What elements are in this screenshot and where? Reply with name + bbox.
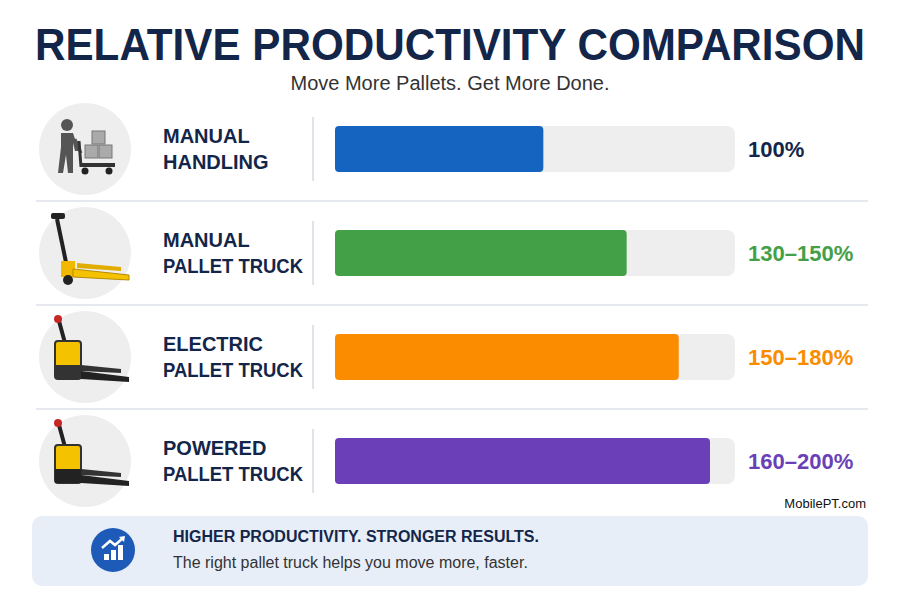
category-label-line: PALLET TRUCK	[163, 463, 304, 485]
category-label: POWERED PALLET TRUCK	[163, 437, 304, 485]
icon-background	[39, 103, 131, 195]
plot-frame	[335, 334, 735, 380]
plot-frame	[335, 126, 735, 172]
bar	[335, 230, 627, 276]
row-divider	[312, 221, 314, 285]
bar	[335, 126, 543, 172]
subtitle: Move More Pallets. Get More Done.	[290, 72, 609, 94]
source: MobilePT.com	[784, 496, 866, 511]
icon-part	[118, 545, 123, 560]
row-icon	[39, 415, 131, 507]
icon-part	[81, 469, 121, 477]
bar	[335, 334, 679, 380]
icon-part	[81, 371, 129, 382]
icon-part	[55, 469, 81, 483]
icon-part	[55, 365, 81, 379]
icon-part	[92, 131, 105, 144]
row-divider	[312, 117, 314, 181]
row-divider	[312, 429, 314, 493]
chart: RELATIVE PRODUCTIVITY COMPARISON Move Mor…	[0, 0, 900, 600]
plot-frame	[335, 438, 735, 484]
icon-part	[99, 145, 112, 158]
icon-part	[61, 119, 73, 131]
row-icon	[39, 207, 131, 299]
icon-background	[39, 311, 131, 403]
category-label: MANUAL PALLET TRUCK	[163, 229, 304, 277]
category-label-line: MANUAL	[163, 229, 250, 251]
icon-part	[54, 315, 62, 323]
category-label-line: HANDLING	[163, 151, 269, 173]
icon-part	[79, 141, 81, 167]
icon-part	[59, 321, 65, 343]
row-separator	[36, 200, 868, 202]
category-label: MANUAL HANDLING	[163, 125, 269, 173]
icon-part	[119, 536, 125, 542]
value-label: 160–200%	[748, 449, 853, 474]
footer-headline: HIGHER PRODUCTIVITY. STRONGER RESULTS.	[173, 528, 539, 545]
icon-part	[57, 219, 67, 267]
category-label-line: PALLET TRUCK	[163, 255, 304, 277]
value-label: 150–180%	[748, 345, 853, 370]
footer-box	[32, 516, 868, 586]
icon-part	[81, 365, 121, 373]
icon-part	[54, 419, 62, 427]
icon-part	[85, 145, 98, 158]
icon-background	[39, 415, 131, 507]
icon-part	[59, 425, 65, 447]
icon-part	[106, 168, 113, 175]
icon-background	[91, 528, 135, 572]
icon-part	[55, 341, 81, 379]
row-separator	[36, 304, 868, 306]
icon-part	[77, 263, 121, 271]
icon-part	[63, 275, 73, 285]
bar	[335, 438, 710, 484]
category-label-line: POWERED	[163, 437, 266, 459]
icon-part	[82, 168, 89, 175]
footer-text: The right pallet truck helps you move mo…	[173, 554, 528, 571]
icon-part	[102, 538, 123, 548]
icon-part	[104, 554, 109, 560]
category-label: ELECTRIC PALLET TRUCK	[163, 333, 304, 381]
icon-part	[55, 445, 81, 483]
icon-background	[39, 207, 131, 299]
icon-part	[81, 163, 115, 167]
value-label: 100%	[748, 137, 804, 162]
row-divider	[312, 325, 314, 389]
title: RELATIVE PRODUCTIVITY COMPARISON	[35, 20, 865, 69]
value-label: 130–150%	[748, 241, 853, 266]
icon-part	[81, 475, 129, 486]
footer-icon	[91, 528, 135, 572]
plot-frame	[335, 230, 735, 276]
category-label-line: ELECTRIC	[163, 333, 263, 355]
bars	[335, 126, 710, 484]
icon-part	[111, 550, 116, 560]
row-icon	[39, 103, 131, 195]
row-separator	[36, 408, 868, 410]
row-icon	[39, 311, 131, 403]
icon-part	[51, 213, 65, 219]
category-label-line: PALLET TRUCK	[163, 359, 304, 381]
category-label-line: MANUAL	[163, 125, 250, 147]
